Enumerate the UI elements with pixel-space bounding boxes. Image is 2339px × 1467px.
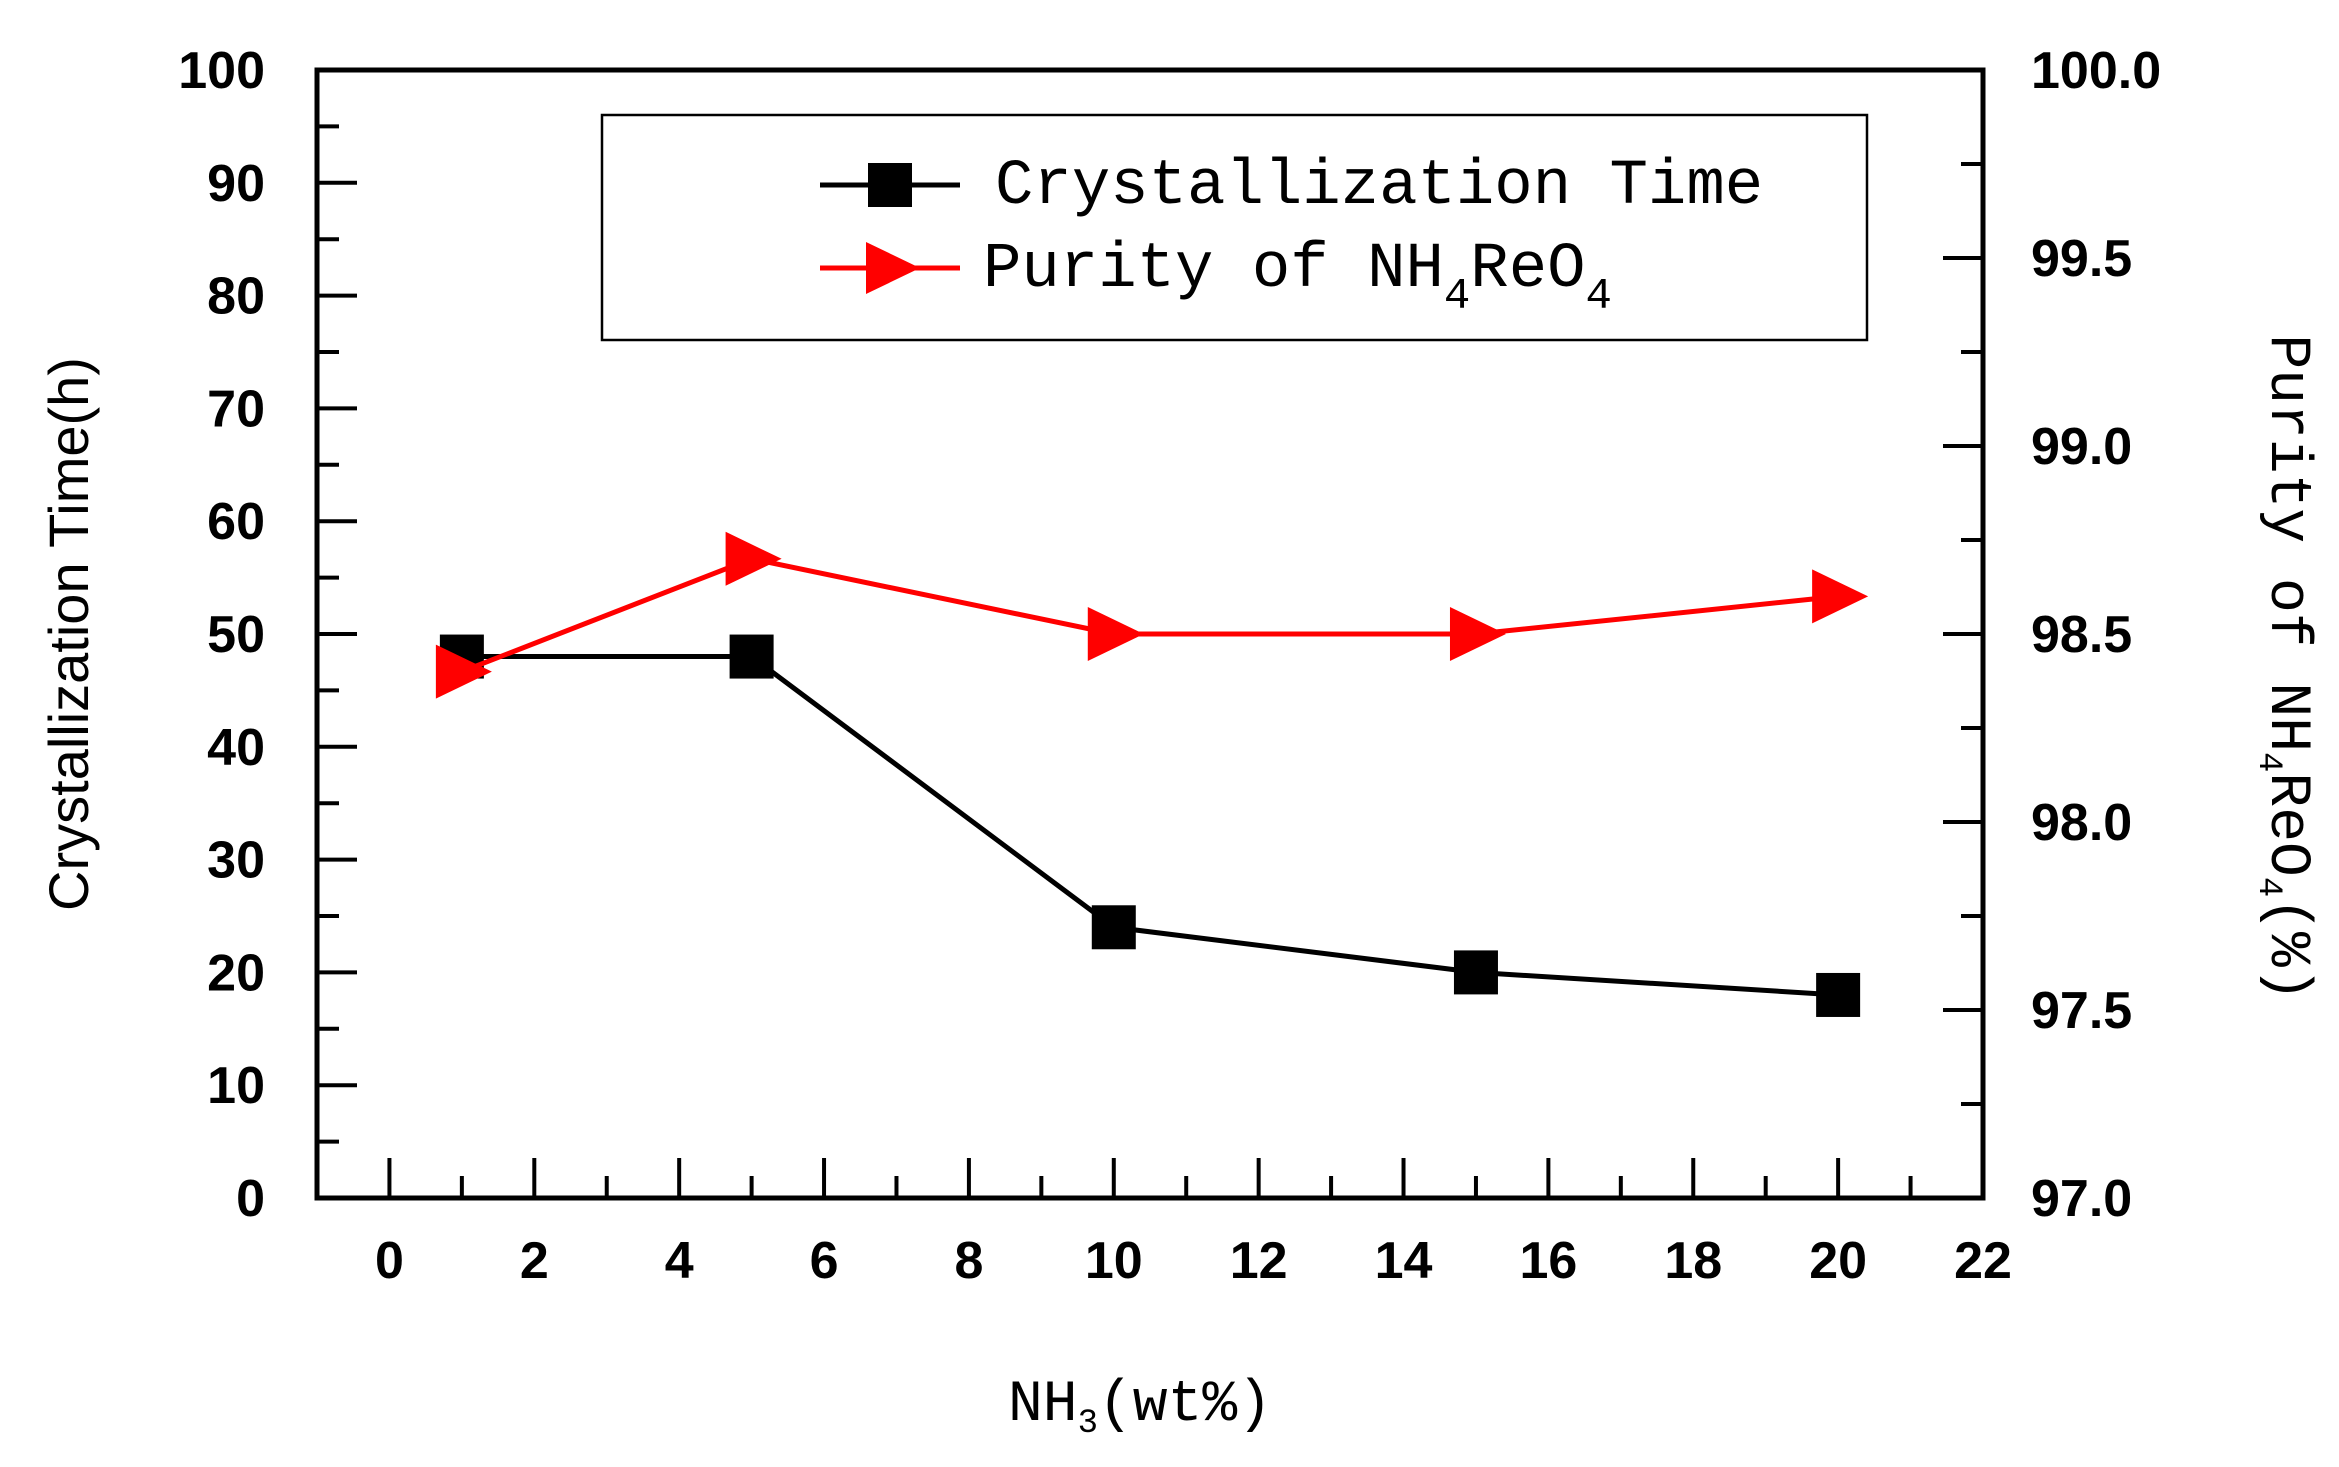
x-axis-ticks: 0 2 4 6 8 10 12 14 16 18 20 22 [375, 1158, 2012, 1290]
y-right-tick-label: 97.5 [2031, 982, 2132, 1040]
data-point-purity [435, 644, 492, 699]
x-tick-label: 20 [1809, 1232, 1867, 1290]
y-left-tick-label: 90 [207, 155, 265, 213]
legend-marker-square [868, 163, 912, 207]
y-left-tick-label: 10 [207, 1057, 265, 1115]
data-point-crystallization-time [1816, 972, 1861, 1017]
data-point-purity [1087, 607, 1144, 661]
y-right-axis-ticks: 97.0 97.5 98.0 98.5 99.0 99.5 100.0 [1943, 42, 2161, 1228]
y-left-tick-label: 80 [207, 268, 265, 326]
data-point-crystallization-time [1453, 950, 1498, 995]
y-left-axis-title: Crystallization Time(h) [37, 357, 100, 911]
x-tick-label: 12 [1230, 1232, 1288, 1290]
y-left-tick-label: 60 [207, 493, 265, 551]
x-tick-label: 2 [520, 1232, 549, 1290]
y-left-tick-label: 40 [207, 719, 265, 777]
x-tick-label: 16 [1519, 1232, 1577, 1290]
x-tick-label: 10 [1085, 1232, 1143, 1290]
y-left-axis-ticks: 0 10 20 30 40 50 60 70 80 90 100 [178, 42, 357, 1228]
y-right-tick-label: 100.0 [2031, 42, 2161, 100]
y-left-tick-label: 20 [207, 944, 265, 1002]
data-point-purity [1449, 607, 1506, 661]
legend-label-purity: Purity of NH4ReO4 [983, 234, 1612, 322]
y-left-tick-label: 0 [236, 1170, 265, 1228]
y-right-tick-label: 98.0 [2031, 794, 2132, 852]
x-axis-title: NH3(wt%) [1008, 1373, 1272, 1443]
y-right-tick-label: 99.0 [2031, 418, 2132, 476]
y-left-tick-label: 30 [207, 832, 265, 890]
series-line-crystallization-time [461, 654, 1839, 998]
y-left-tick-label: 50 [207, 606, 265, 664]
y-right-axis-title: Purity of NH4ReO4(%) [2249, 334, 2319, 1001]
legend-marker-triangle [866, 242, 920, 294]
y-right-tick-label: 97.0 [2031, 1170, 2132, 1228]
x-tick-label: 14 [1375, 1232, 1433, 1290]
x-tick-label: 0 [375, 1232, 404, 1290]
series-layer [435, 531, 1869, 1017]
legend-box [600, 113, 1869, 342]
x-tick-label: 8 [954, 1232, 983, 1290]
x-tick-label: 18 [1664, 1232, 1722, 1290]
y-right-tick-label: 99.5 [2031, 230, 2132, 288]
data-point-purity [725, 531, 782, 586]
y-left-tick-label: 100 [178, 42, 265, 100]
y-left-tick-label: 70 [207, 380, 265, 438]
y-right-tick-label: 98.5 [2031, 606, 2132, 664]
x-tick-label: 4 [665, 1232, 694, 1290]
legend: Crystallization Time Purity of NH4ReO4 [600, 113, 1869, 342]
legend-label-crystallization: Crystallization Time [995, 151, 1763, 223]
data-point-crystallization-time [729, 634, 774, 679]
x-tick-label: 22 [1954, 1232, 2012, 1290]
data-point-purity [1812, 569, 1869, 624]
x-tick-label: 6 [810, 1232, 839, 1290]
data-point-crystallization-time [1091, 905, 1136, 950]
